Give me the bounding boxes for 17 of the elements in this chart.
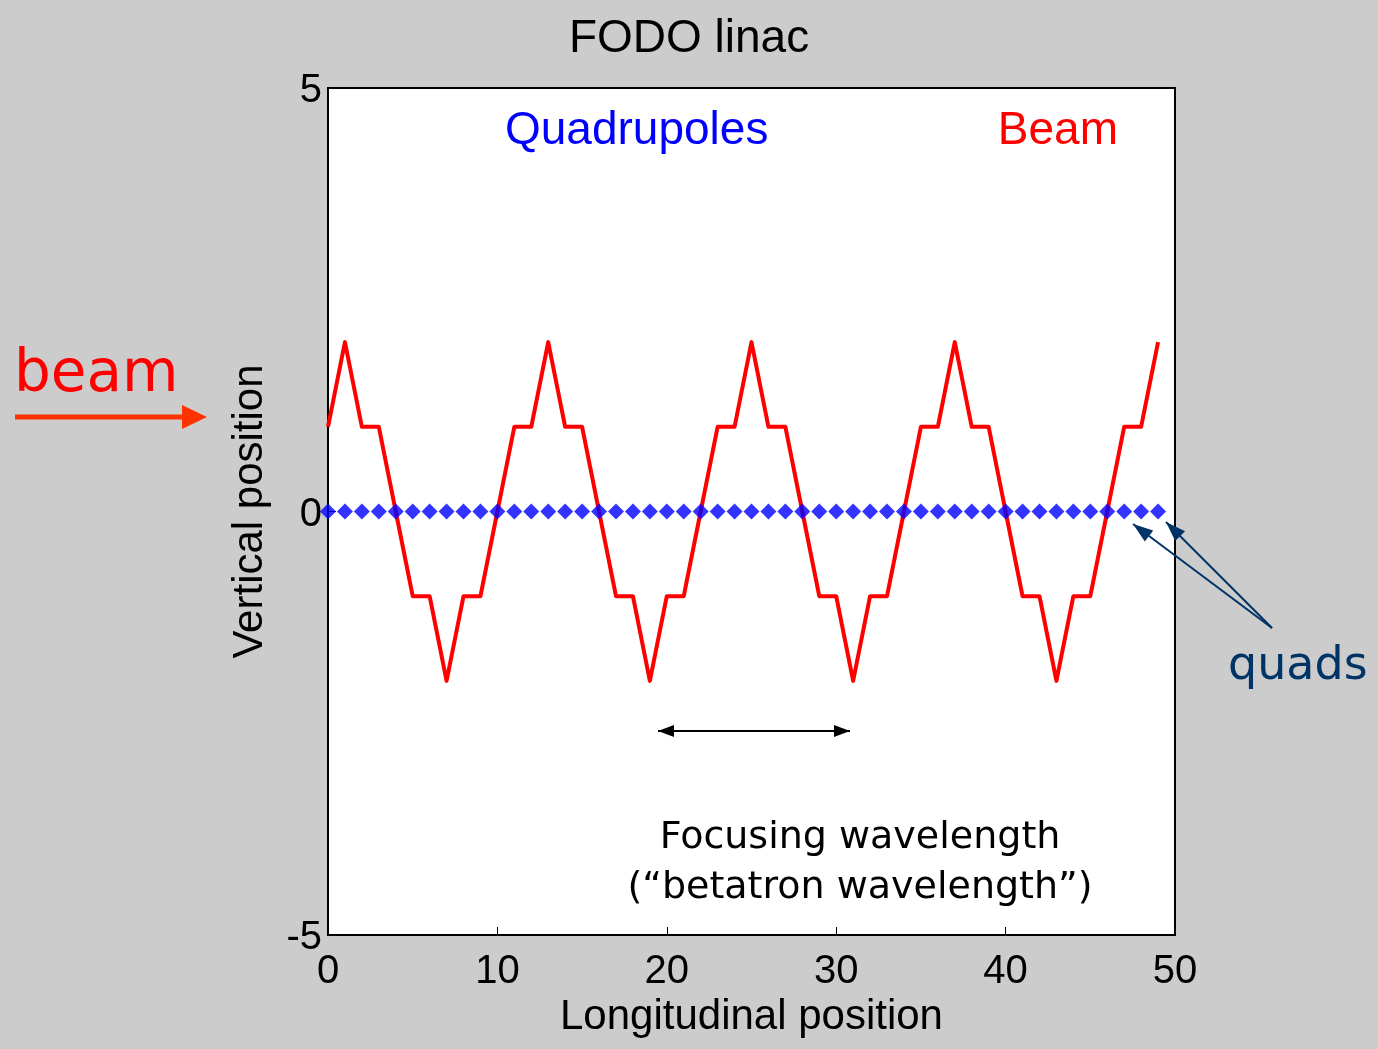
text: Beam: [997, 102, 1119, 154]
annotation: Focusing wavelength (“betatron wavelength”): [627, 813, 1093, 907]
text: quads: [1228, 636, 1368, 690]
y-tick-label: 0: [299, 489, 322, 534]
y-axis-title: Vertical position: [223, 364, 271, 659]
line-series: [326, 340, 1161, 683]
x-axis-title: Longitudinal position: [560, 991, 943, 1039]
text: Quadrupoles: [505, 102, 769, 154]
text: beam: [14, 337, 179, 405]
chart-title: FODO linac: [568, 10, 810, 62]
x-tick-label: 50: [1152, 947, 1198, 991]
x-tick-label: 20: [644, 947, 690, 991]
y-tick-label: -5: [286, 913, 322, 957]
y-tick-label: 5: [299, 66, 322, 110]
x-tick-label: 40: [983, 947, 1028, 991]
x-tick-label: 10: [475, 947, 520, 991]
x-tick-label: 30: [813, 947, 859, 991]
